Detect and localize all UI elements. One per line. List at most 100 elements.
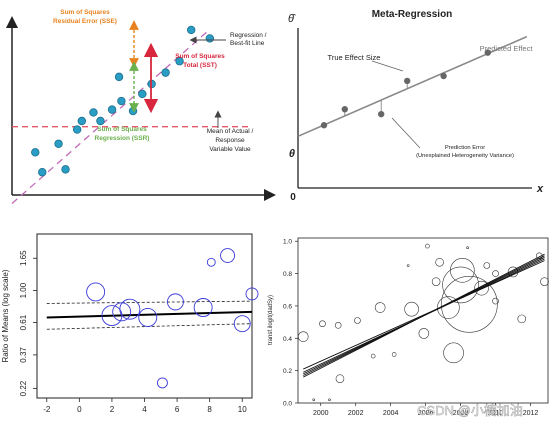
p4-y-tick-label: 0.2 bbox=[283, 368, 292, 375]
ratio-of-means-panel: Ratio of Means (log scale) -2 0 2 4 6 8 10 0.2… bbox=[1, 233, 259, 414]
p2-origin-label: 0 bbox=[290, 192, 296, 203]
p3-study-circle bbox=[86, 282, 106, 302]
p4-study-circle bbox=[441, 276, 498, 333]
p1-data-point bbox=[186, 25, 196, 35]
p3-study-circle bbox=[206, 257, 216, 267]
p2-pred-error-label-2: (Unexplained Heterogeneity Variance) bbox=[416, 153, 514, 159]
p3-x-tick-label: 2 bbox=[110, 405, 115, 414]
p3-ci-upper-line bbox=[46, 300, 253, 304]
p4-fit-line bbox=[303, 258, 545, 373]
p3-y-tick-label: 1.65 bbox=[19, 250, 28, 266]
p2-data-point bbox=[440, 72, 447, 80]
p4-study-circle bbox=[425, 243, 430, 249]
p1-data-point bbox=[114, 72, 124, 82]
p3-study-circle bbox=[220, 248, 236, 263]
p1-data-point bbox=[38, 168, 47, 177]
p4-study-circle bbox=[492, 297, 499, 305]
p1-ssr-label-2: Regression (SSR) bbox=[95, 135, 150, 142]
p3-study-circle bbox=[233, 315, 251, 333]
p4-study-circle bbox=[297, 331, 309, 342]
p4-study-circle bbox=[370, 353, 376, 359]
p3-fit-line bbox=[46, 310, 253, 319]
p4-study-circle bbox=[507, 266, 519, 278]
p3-x-tick-label: -2 bbox=[43, 405, 51, 414]
p1-sst-label-2: Total (SST) bbox=[183, 62, 217, 69]
p3-study-circle bbox=[138, 308, 158, 327]
p3-study-circle bbox=[119, 298, 141, 320]
p3-study-circle bbox=[156, 377, 168, 389]
regression-sums-panel: Sum of Squares Residual Error (SSE) Sum … bbox=[6, 9, 276, 205]
p3-x-tick-label: 4 bbox=[142, 405, 147, 414]
p4-study-circle bbox=[319, 320, 326, 328]
p3-y-tick-label: 0.22 bbox=[19, 380, 28, 396]
p4-study-circle bbox=[540, 277, 549, 286]
p4-y-tick-label: 0.0 bbox=[283, 401, 292, 408]
p4-y-label: transf.ilogit(dadSy) bbox=[268, 295, 274, 345]
p2-true-effect-label: True Effect Size bbox=[328, 53, 381, 62]
p2-data-point bbox=[404, 77, 411, 85]
p4-study-circle bbox=[437, 296, 460, 319]
p4-study-circle bbox=[334, 322, 342, 329]
p1-data-point bbox=[128, 106, 138, 116]
p1-data-point bbox=[54, 139, 63, 148]
p4-fit-line bbox=[303, 260, 545, 370]
p4-study-circle bbox=[443, 342, 464, 364]
p1-data-point bbox=[96, 116, 105, 126]
p4-x-tick-label: 2008 bbox=[453, 410, 469, 417]
p2-title: Meta-Regression bbox=[372, 9, 453, 20]
p4-y-tick-label: 0.8 bbox=[283, 271, 292, 278]
p2-data-point bbox=[320, 122, 328, 129]
p4-study-circle bbox=[492, 270, 499, 277]
p2-data-point bbox=[341, 106, 348, 113]
p3-x-tick-label: 6 bbox=[175, 405, 180, 414]
p1-data-point bbox=[31, 148, 40, 157]
p4-study-circle bbox=[391, 352, 397, 357]
p3-x-tick-label: 10 bbox=[238, 405, 247, 414]
p4-study-circle bbox=[517, 314, 527, 324]
p1-data-point bbox=[117, 96, 126, 106]
meta-regression-panel: Meta-Regression θ̂ x 0 θ True Effect Siz… bbox=[288, 9, 544, 203]
p4-study-circle bbox=[442, 266, 479, 304]
p1-ssr-label-1: Sum of Squares bbox=[97, 126, 147, 133]
p1-line-label-2: Best-fit Line bbox=[230, 40, 265, 47]
p4-study-circle bbox=[466, 246, 469, 250]
p4-y-tick-label: 0.4 bbox=[283, 336, 292, 343]
p2-data-point bbox=[484, 49, 491, 56]
p2-pred-error-label-1: Prediction Error bbox=[445, 145, 485, 151]
p4-study-circle bbox=[312, 398, 316, 402]
p4-x-tick-label: 2002 bbox=[348, 410, 364, 417]
p3-x-tick-label: 8 bbox=[207, 405, 212, 414]
p2-pred-error-pointer bbox=[391, 117, 421, 149]
p1-data-point bbox=[205, 34, 215, 43]
p4-x-tick-label: 2000 bbox=[313, 410, 329, 417]
p1-line-label-1: Regression / bbox=[230, 32, 267, 39]
p1-data-point bbox=[107, 105, 117, 114]
p3-y-tick-label: 0.37 bbox=[19, 347, 28, 363]
p3-y-label: Ratio of Means (log scale) bbox=[1, 269, 10, 362]
p2-x-label: x bbox=[536, 183, 544, 195]
p4-x-tick-label: 2006 bbox=[418, 410, 434, 417]
transf-ilogit-panel: transf.ilogit(dadSy) 2000 2002 2004 2006 200… bbox=[268, 237, 549, 418]
p4-y-tick-label: 1.0 bbox=[283, 239, 292, 246]
p2-y-label: θ̂ bbox=[288, 13, 296, 25]
p3-y-tick-label: 1.00 bbox=[19, 282, 28, 298]
p2-predicted-label: Predicted Effect bbox=[480, 44, 534, 53]
p3-study-circle bbox=[193, 298, 213, 317]
p3-study-circle bbox=[166, 293, 184, 311]
p3-study-circle bbox=[245, 287, 259, 301]
p4-study-circle bbox=[354, 317, 361, 324]
p2-intercept-label: θ bbox=[289, 148, 295, 160]
p4-study-circle bbox=[450, 258, 475, 283]
p4-study-circle bbox=[483, 262, 491, 269]
p4-study-circle bbox=[335, 374, 345, 384]
p4-study-circle bbox=[431, 277, 441, 286]
p4-study-circle bbox=[374, 302, 386, 313]
p1-mean-label-1: Mean of Actual / bbox=[207, 128, 254, 135]
p1-sst-label-1: Sum of Squares bbox=[175, 53, 225, 60]
p3-x-tick-label: 0 bbox=[77, 405, 82, 414]
p1-data-point bbox=[89, 108, 98, 117]
p1-data-point bbox=[72, 125, 82, 134]
p4-study-circle bbox=[404, 301, 419, 317]
p4-study-circle bbox=[435, 257, 444, 267]
